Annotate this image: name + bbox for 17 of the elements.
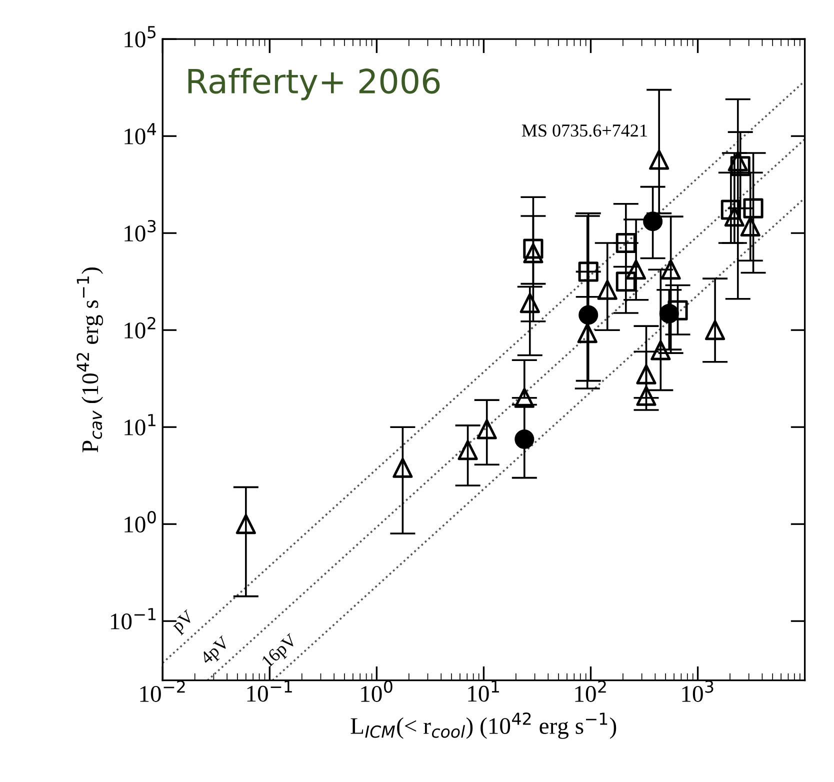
text: L$_{ICM}$(< r$_{cool}$) (10$^{42}$ erg s$^{−1}$) — [350, 712, 616, 739]
annotation: Rafferty+ 2006 — [188, 68, 440, 100]
x-tick-label: 10$^{1}$ — [468, 680, 499, 702]
x-tick-label: 10$^{0}$ — [361, 680, 392, 702]
y-tick-label: 10$^{1}$ — [124, 414, 156, 436]
x-tick-label: 10$^{−1}$ — [247, 680, 292, 702]
y-tick-label: 10$^{4}$ — [124, 123, 156, 144]
annotation: MS 0735.6+7421 — [522, 124, 647, 137]
text: 4pV — [199, 635, 233, 668]
y-tick-label: 10$^{3}$ — [124, 220, 156, 242]
y-axis-title: P$_{cav}$ (10$^{42}$ erg s$^{−1}$) — [76, 268, 104, 452]
y-tick-label: 10$^{−1}$ — [110, 608, 156, 630]
text: pV — [170, 609, 198, 636]
x-tick-label: 10$^{−2}$ — [140, 680, 185, 702]
y-tick-label: 10$^{2}$ — [124, 316, 156, 338]
y-tick-label: 10$^{0}$ — [124, 510, 156, 532]
y-tick-label: 10$^{5}$ — [124, 26, 156, 48]
